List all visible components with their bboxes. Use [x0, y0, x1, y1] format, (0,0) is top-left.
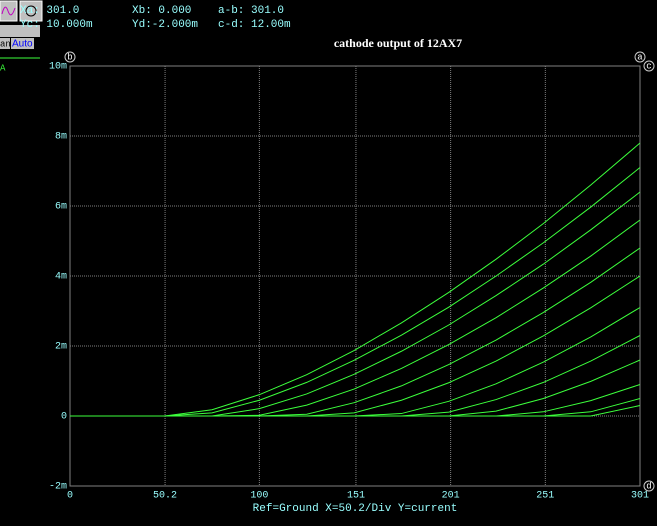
readout: Yd:-2.000m: [132, 19, 198, 31]
x-tick-label: 251: [536, 491, 554, 502]
icon: [1, 6, 16, 16]
x-tick-label: 100: [250, 491, 268, 502]
side-label: A: [0, 63, 6, 73]
chart-title: cathode output of 12AX7: [334, 36, 462, 50]
auto-label: Auto: [12, 39, 33, 50]
y-tick-label: 2m: [55, 342, 67, 353]
readout: a-b: 301.0: [218, 5, 284, 17]
an-button[interactable]: [0, 38, 10, 49]
cursor-marker-label: b: [67, 52, 72, 62]
readout: c-d: 12.00m: [218, 19, 291, 31]
y-tick-label: 10m: [49, 62, 67, 73]
cursor-marker: [64, 51, 76, 63]
cursor-readout: Xa: 301.0 Xb: 0.000 a-b: 301.0 Yc: 10.00…: [20, 5, 291, 31]
readout: Xa: 301.0: [20, 5, 79, 17]
curve: [70, 405, 641, 417]
icon: [25, 5, 37, 17]
cursor-marker-label: d: [646, 481, 651, 491]
y-tick-label: 0: [61, 412, 67, 423]
y-tick-label: 4m: [55, 272, 67, 283]
x-tick-label: 0: [67, 491, 73, 502]
arrow-buttons[interactable]: [0, 25, 40, 37]
auto-button[interactable]: [11, 38, 34, 49]
x-tick-label: 301: [631, 491, 649, 502]
cursor-marker: [643, 480, 655, 492]
cursor-marker-label: c: [646, 61, 651, 71]
redraw-button[interactable]: [19, 0, 43, 22]
y-tick-label: -2m: [49, 482, 67, 493]
x-axis-label: Ref=Ground X=50.2/Div Y=current: [253, 503, 458, 515]
x-tick-label: 201: [442, 491, 460, 502]
cursor-marker-label: a: [637, 52, 643, 62]
x-tick-label: 151: [347, 491, 365, 502]
readout: Xb: 0.000: [132, 5, 191, 17]
toolbar: an Auto A: [0, 0, 43, 73]
x-tick-label: 50.2: [153, 491, 177, 502]
an-label: an: [0, 39, 11, 49]
y-tick-label: 8m: [55, 132, 67, 143]
cursor-marker: [643, 60, 655, 72]
y-tick-label: 6m: [55, 202, 67, 213]
cursor-marker: [634, 51, 646, 63]
readout: Yc: 10.000m: [20, 19, 93, 31]
